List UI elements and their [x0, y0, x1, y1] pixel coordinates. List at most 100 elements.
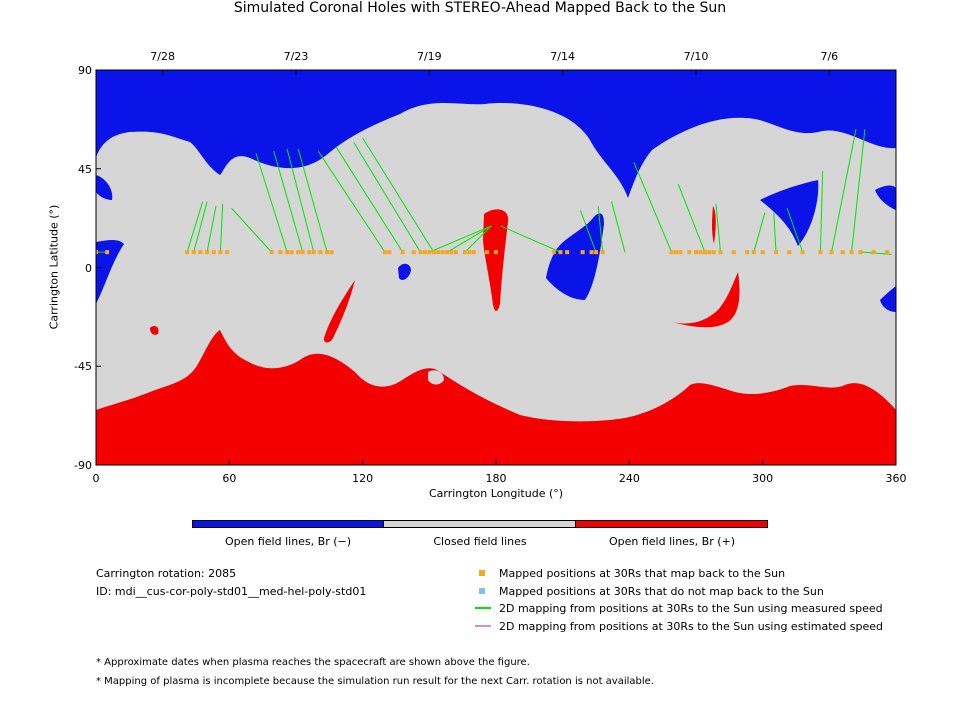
closed-hole-south [428, 370, 444, 385]
top-date-label: 7/23 [283, 50, 309, 63]
mapped-position-point [427, 250, 432, 255]
mapped-position-point [205, 250, 210, 255]
field-line [715, 203, 721, 253]
positive-polar-region [96, 330, 896, 465]
mapped-position-point [760, 250, 765, 255]
x-tick-label: 120 [352, 472, 374, 485]
mapped-position-point [745, 250, 750, 255]
field-line [193, 201, 208, 253]
top-date-label: 7/28 [150, 50, 175, 63]
field-line [500, 225, 561, 253]
negative-spot-mid [398, 263, 411, 281]
chart-title: Simulated Coronal Holes with STEREO-Ahea… [233, 0, 727, 16]
mapped-position-point [105, 250, 110, 255]
mapped-position-point [225, 250, 230, 255]
top-date-label: 7/6 [820, 50, 839, 63]
legend-measured-label: 2D mapping from positions at 30Rs to the… [499, 602, 883, 615]
field-line [633, 161, 673, 253]
mapped-position-point [440, 250, 445, 255]
mapped-position-point [471, 250, 476, 255]
mapped-position-point [678, 250, 683, 255]
mapped-position-point [325, 250, 330, 255]
y-tick-label: -45 [74, 360, 92, 374]
mapped-position-point [96, 250, 98, 255]
top-date-label: 7/10 [683, 50, 709, 63]
x-tick-label: 360 [885, 472, 907, 485]
mapped-position-point [269, 250, 274, 255]
mapped-position-point [454, 250, 458, 255]
y-tick-label: 45 [78, 162, 92, 176]
mapped-position-point [800, 250, 805, 255]
mapped-position-point [589, 250, 594, 255]
field-line [297, 148, 328, 253]
y-tick-label: 0 [85, 261, 92, 275]
field-line [317, 150, 386, 253]
mapped-position-point [300, 250, 305, 255]
positive-spot-west [150, 326, 159, 335]
y-tick-label: -90 [74, 459, 92, 472]
mapped-position-point [674, 250, 678, 255]
y-axis-label: Carrington Latitude (°) [47, 204, 61, 330]
mapped-position-point [289, 250, 294, 255]
mapped-position-point [600, 250, 605, 255]
mapped-position-point [278, 250, 283, 255]
field-line [579, 210, 597, 253]
x-tick-label: 240 [618, 472, 640, 485]
field-line [255, 153, 288, 253]
carrington-rotation: Carrington rotation: 2085 [96, 567, 237, 580]
mapped-position-point [494, 250, 498, 255]
top-date-label: 7/14 [550, 50, 575, 63]
mapped-position-point [218, 250, 223, 255]
mapped-position-point [467, 250, 472, 255]
legend-estimated-icon [475, 625, 491, 627]
mapped-position-point [400, 250, 405, 255]
colorbar-label-closed: Closed field lines [433, 535, 527, 548]
mapped-position-point [594, 250, 598, 255]
footnote-incomplete: * Mapping of plasma is incomplete becaus… [96, 676, 654, 687]
mapped-position-point [211, 250, 216, 255]
mapped-position-point [431, 250, 436, 255]
mapped-position-point [551, 250, 556, 255]
mapped-position-point [818, 250, 823, 255]
field-lines-group [96, 129, 892, 255]
mapped-position-point [445, 250, 450, 255]
field-line [597, 206, 604, 253]
colorbar-closed [383, 520, 576, 528]
negative-polar-region [96, 70, 896, 198]
mapped-position-point [285, 250, 290, 255]
positive-tail-east [672, 272, 740, 328]
footnote-dates: * Approximate dates when plasma reaches … [96, 657, 530, 668]
mapped-position-point [687, 250, 692, 255]
mapped-position-point [329, 250, 334, 255]
mapped-position-point [858, 250, 863, 255]
mapped-position-point [731, 250, 736, 255]
axis-ticks [95, 69, 897, 466]
field-line [362, 137, 435, 253]
x-axis-label: Carrington Longitude (°) [428, 487, 564, 500]
y-tick-label: 90 [78, 64, 92, 77]
mapped-position-point [702, 250, 707, 255]
mapped-position-point [698, 250, 703, 255]
field-line [429, 225, 492, 253]
mapped-position-point [191, 250, 196, 255]
field-line [831, 129, 857, 253]
field-line [286, 148, 315, 253]
mapped-position-point [411, 250, 416, 255]
mapped-position-point [718, 250, 723, 255]
mapped-position-point [449, 250, 454, 255]
x-tick-label: 300 [752, 472, 774, 485]
mapped-position-point [711, 250, 716, 255]
mapped-position-point [422, 250, 427, 255]
x-tick-label: 60 [222, 472, 237, 485]
field-line [753, 212, 766, 253]
x-tick-label: 180 [485, 472, 507, 485]
mapped-position-point [580, 250, 585, 255]
negative-patch-north-west [96, 175, 113, 200]
negative-midlat-west [96, 240, 124, 304]
colorbar-negative [192, 520, 384, 528]
mapped-position-point [198, 250, 203, 255]
mapped-position-point [558, 250, 563, 255]
x-tick-label: 0 [92, 472, 100, 485]
colorbar-label-negative: Open field lines, Br (−) [224, 535, 352, 548]
field-line [186, 201, 204, 253]
